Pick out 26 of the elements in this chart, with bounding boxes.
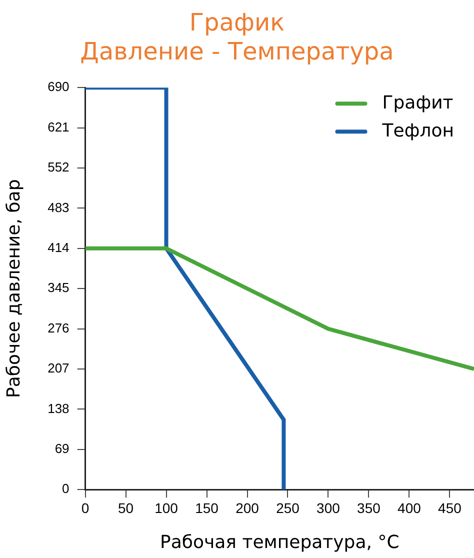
legend-label: Графит xyxy=(382,92,454,114)
y-tick-label: 138 xyxy=(48,400,70,416)
y-tick-label: 0 xyxy=(62,481,70,496)
x-tick-label: 100 xyxy=(154,500,178,516)
x-axis-title: Рабочая температура, °C xyxy=(160,532,400,553)
x-tick-label: 200 xyxy=(236,500,260,516)
x-tick-label: 150 xyxy=(195,500,219,516)
y-tick-label: 345 xyxy=(48,280,70,296)
y-tick-label: 207 xyxy=(48,360,70,376)
y-tick-label: 690 xyxy=(48,79,70,94)
x-tick-label: 450 xyxy=(438,500,462,516)
y-axis-title: Рабочее давление, бар xyxy=(3,179,24,398)
y-tick-label: 621 xyxy=(48,119,70,134)
x-tick-label: 350 xyxy=(357,500,381,516)
chart-title: График Давление - Температура xyxy=(80,8,394,66)
x-tick-label: 0 xyxy=(81,500,90,516)
x-tick-label: 400 xyxy=(398,500,422,516)
legend-label: Тефлон xyxy=(381,120,454,142)
x-tick-label: 300 xyxy=(316,500,340,516)
y-tick-label: 69 xyxy=(54,440,70,456)
y-tick-label: 552 xyxy=(48,160,70,175)
x-tick-label: 50 xyxy=(118,500,134,516)
x-tick-label: 250 xyxy=(276,500,300,516)
y-tick-label: 276 xyxy=(48,320,70,336)
y-tick-label: 483 xyxy=(48,200,70,215)
y-tick-label: 414 xyxy=(48,240,70,255)
